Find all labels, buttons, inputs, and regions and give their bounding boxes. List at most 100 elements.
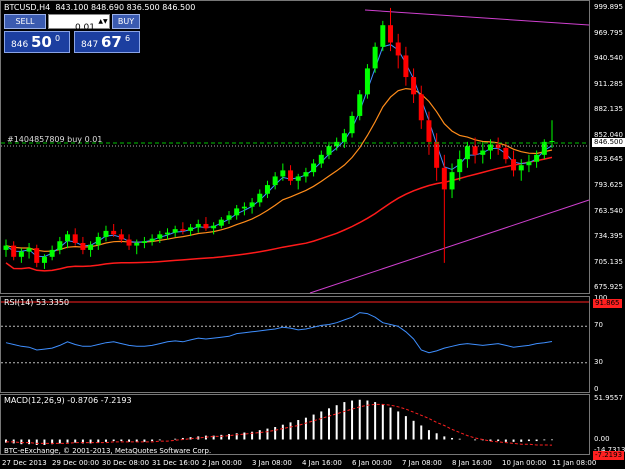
candle-body — [511, 159, 517, 171]
candle-body — [364, 68, 370, 95]
candle — [495, 137, 501, 155]
lot-stepper-icon[interactable]: ▲▼ — [98, 18, 108, 25]
candle-body — [3, 245, 9, 250]
candle — [388, 7, 394, 52]
candle-body — [188, 227, 194, 231]
rsi-title: RSI(14) 53.3350 — [4, 298, 70, 307]
candle-body — [72, 234, 78, 243]
candle-body — [395, 42, 401, 56]
candle — [72, 228, 78, 246]
candle-body — [218, 219, 224, 226]
candle — [372, 42, 378, 73]
candle-body — [141, 241, 147, 243]
price-axis-label: 882.135 — [594, 104, 623, 113]
candle-body — [334, 141, 340, 147]
candle-body — [257, 193, 263, 203]
candle — [380, 20, 386, 52]
price-axis-label: 675.925 — [594, 283, 623, 291]
time-axis-label: 10 Jan 00:00 — [502, 459, 547, 467]
candle — [480, 141, 486, 164]
time-axis-label: 27 Dec 2013 — [2, 459, 47, 467]
sell-quote-button[interactable]: 846 50 0 — [4, 31, 70, 53]
candle-body — [518, 165, 524, 171]
candle-body — [426, 120, 432, 142]
macd-signal-line — [6, 403, 553, 446]
lot-size-input[interactable] — [51, 22, 95, 34]
current-price-tag: 846.500 — [592, 138, 625, 147]
candle-body — [103, 230, 109, 237]
candle — [11, 241, 17, 261]
candle-body — [380, 25, 386, 47]
candle — [103, 225, 109, 242]
time-axis-label: 4 Jan 16:00 — [302, 459, 342, 467]
buy-button[interactable]: BUY — [112, 14, 140, 29]
time-axis-label: 30 Dec 08:00 — [102, 459, 150, 467]
price-axis-label: 763.540 — [594, 207, 623, 216]
candle — [303, 167, 309, 183]
candle-body — [241, 206, 247, 209]
ma-fast-line — [5, 44, 553, 258]
candle — [518, 159, 524, 181]
candle — [257, 189, 263, 207]
sell-quote-pips: 50 — [31, 33, 52, 51]
candle-body — [441, 167, 447, 190]
candle — [364, 64, 370, 99]
price-axis-label: 823.645 — [594, 155, 623, 164]
candle — [326, 141, 332, 160]
candle — [472, 137, 478, 164]
time-axis-label: 29 Dec 00:00 — [52, 459, 100, 467]
trendline-upper — [364, 9, 590, 26]
price-axis-label: 999.895 — [594, 3, 623, 11]
candle — [534, 150, 540, 168]
candle-body — [472, 146, 478, 155]
time-axis-label: 31 Dec 16:00 — [152, 459, 200, 467]
candle-body — [18, 251, 24, 257]
time-axis-label: 6 Jan 00:00 — [352, 459, 392, 467]
trendline-lower — [309, 199, 590, 294]
candle-body — [211, 225, 217, 229]
order-line-label[interactable]: #1404857809 buy 0.01 — [7, 135, 103, 144]
time-axis-label: 11 Jan 08:00 — [552, 459, 597, 467]
candle — [357, 90, 363, 121]
candle-body — [57, 241, 63, 250]
candle-body — [49, 249, 55, 257]
candle-body — [303, 172, 309, 177]
candle — [241, 202, 247, 216]
candle — [218, 217, 224, 229]
macd-title: MACD(12,26,9) -0.8706 -7.2193 — [4, 396, 132, 405]
candle — [49, 245, 55, 261]
candle — [88, 241, 94, 257]
candle-body — [126, 239, 132, 246]
candle-body — [11, 245, 17, 257]
candle — [157, 230, 163, 243]
candle — [164, 228, 170, 240]
candle — [418, 85, 424, 129]
time-axis-label: 2 Jan 00:00 — [202, 459, 242, 467]
candle — [318, 150, 324, 168]
candle-body — [111, 230, 117, 235]
candle-body — [272, 176, 278, 186]
candle — [180, 222, 186, 235]
candle-body — [164, 232, 170, 235]
candle — [449, 163, 455, 199]
macd-panel-frame — [0, 394, 590, 455]
candle — [288, 165, 294, 186]
candle — [95, 232, 101, 250]
rsi-panel-frame — [0, 296, 590, 393]
candle-body — [318, 154, 324, 164]
sell-button[interactable]: SELL — [4, 14, 46, 29]
lot-size-field[interactable]: ▲▼ — [48, 14, 110, 34]
candle — [264, 180, 270, 199]
candle-body — [157, 234, 163, 239]
candle — [526, 154, 532, 173]
candle-body — [149, 238, 155, 242]
candle — [311, 159, 317, 177]
candle-body — [311, 163, 317, 173]
candle-body — [118, 234, 124, 240]
candle — [487, 139, 493, 160]
candle — [34, 244, 40, 268]
candle — [18, 248, 24, 263]
buy-quote-button[interactable]: 847 67 6 — [74, 31, 140, 53]
